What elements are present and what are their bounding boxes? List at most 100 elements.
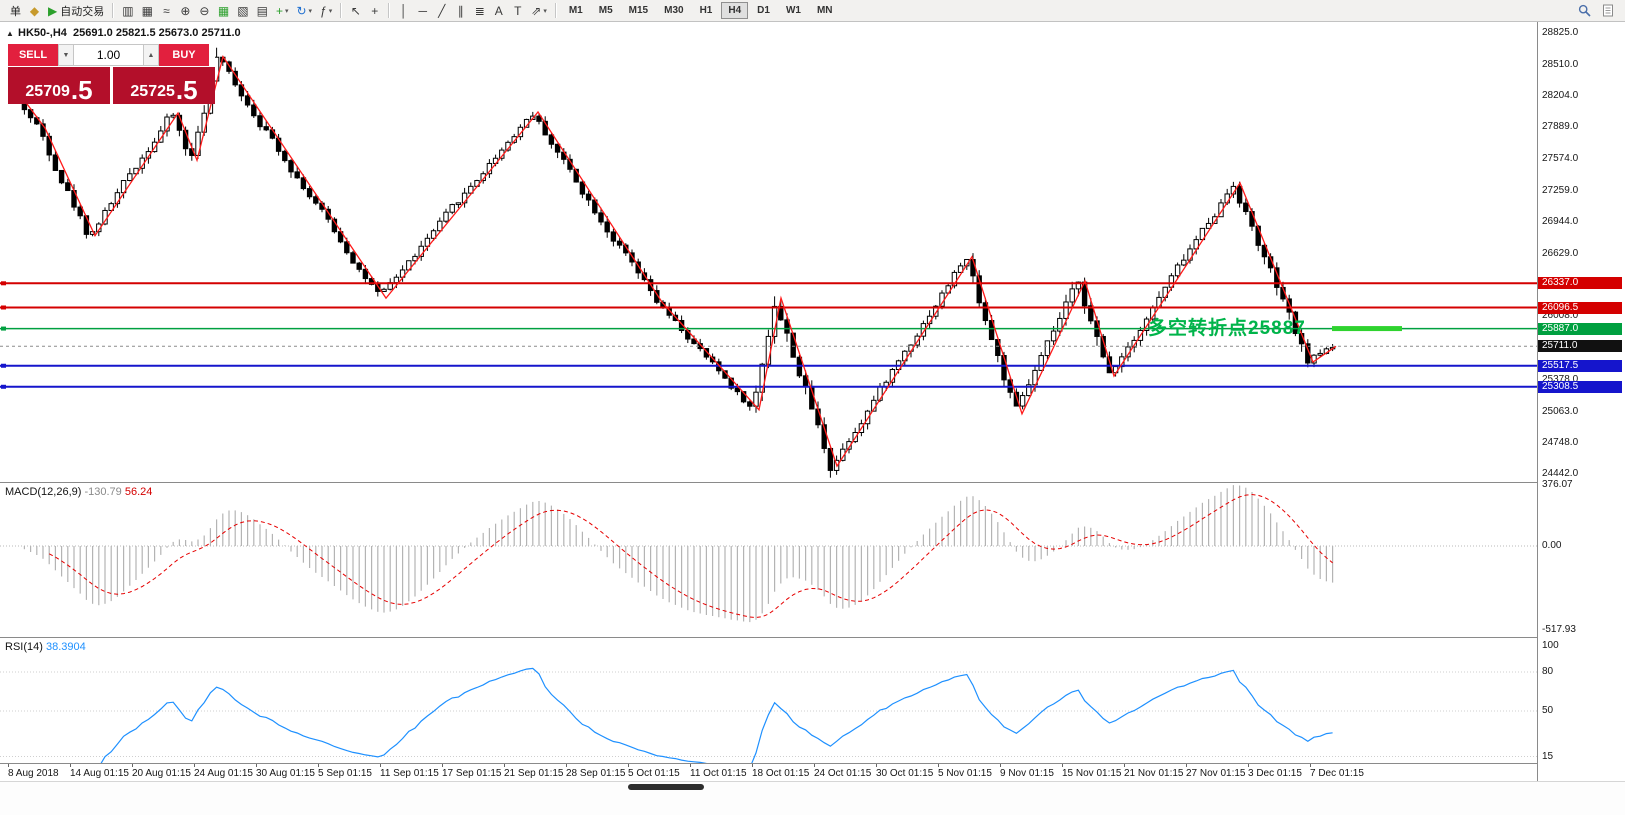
vertical-line-button[interactable]: │ [394, 1, 413, 20]
rsi-axis-label: 15 [1542, 750, 1554, 762]
price-axis: 28825.0 28510.0 28204.0 27889.0 27574.0 27259… [1538, 22, 1625, 781]
price-chart[interactable] [0, 22, 1537, 482]
time-axis-tick [938, 764, 939, 767]
time-axis-tick [318, 764, 319, 767]
search-icon [1578, 4, 1591, 17]
time-axis-label: 5 Nov 01:15 [938, 768, 992, 779]
time-axis-tick [1248, 764, 1249, 767]
price-axis-label: 27259.0 [1542, 184, 1579, 196]
toolbar: 单 ◆ ▶ 自动交易 ▥ ▦ ≈ ⊕ ⊖ ▦ ▧ ▤ + ▾ ↻ ▾ ƒ ▾ ↖ + │ ─ ╱ ∥ ≣ A T ⇗ ▾ M1 M5 M15 M… [0, 0, 1625, 22]
trade-panel-collapse-icon[interactable]: ▲ [6, 29, 14, 38]
time-axis-tick [194, 764, 195, 767]
cascade-windows-button[interactable]: ▧ [233, 1, 252, 20]
lot-size-input[interactable] [74, 44, 143, 66]
cursor-button[interactable]: ↖ [346, 1, 365, 20]
lot-decrease-button[interactable]: ▼ [58, 44, 74, 66]
arrange-windows-icon: ▤ [256, 3, 268, 18]
horizontal-line-button[interactable]: ─ [413, 1, 432, 20]
ohlc-header: HK50-,H4 25691.0 25821.5 25673.0 25711.0 [18, 27, 241, 39]
time-axis-label: 21 Sep 01:15 [504, 768, 564, 779]
time-axis-label: 30 Oct 01:15 [876, 768, 934, 779]
metaquotes-icon[interactable]: ◆ [25, 1, 44, 20]
price-axis-label: 24442.0 [1542, 467, 1579, 479]
zoom-in-button[interactable]: ⊕ [176, 1, 195, 20]
text-button[interactable]: A [489, 1, 508, 20]
time-axis: 8 Aug 2018 14 Aug 01:15 20 Aug 01:15 24 Aug… [0, 764, 1537, 781]
price-axis-label: 26944.0 [1542, 216, 1579, 228]
time-axis-tick [814, 764, 815, 767]
profiles-button[interactable]: ↻ ▾ [292, 1, 316, 20]
one-click-trading-panel: SELL ▼ ▲ BUY 25709.5 25725.5 [8, 44, 215, 104]
price-axis-label: 25063.0 [1542, 405, 1579, 417]
current-price-tag: 25711.0 [1538, 340, 1622, 353]
time-axis-label: 5 Sep 01:15 [318, 768, 372, 779]
sell-price-frac: .5 [70, 75, 93, 106]
zoom-out-button[interactable]: ⊖ [195, 1, 214, 20]
new-window-button[interactable] [1598, 1, 1618, 20]
autotrading-button[interactable]: ▶ 自动交易 [44, 1, 108, 20]
profiles-icon: ↻ [296, 3, 307, 18]
sell-price-display[interactable]: 25709.5 [8, 67, 110, 104]
time-axis-label: 27 Nov 01:15 [1186, 768, 1246, 779]
time-axis-label: 28 Sep 01:15 [566, 768, 626, 779]
time-axis-label: 9 Nov 01:15 [1000, 768, 1054, 779]
arrows-icon: ⇗ [531, 3, 542, 18]
sell-button[interactable]: SELL [8, 44, 58, 66]
bar-chart-button[interactable]: ▥ [118, 1, 137, 20]
panel-separator[interactable] [0, 637, 1625, 638]
time-axis-label: 21 Nov 01:15 [1124, 768, 1184, 779]
metaquotes-icon-icon: ◆ [29, 3, 40, 18]
buy-price-display[interactable]: 25725.5 [113, 67, 215, 104]
document-icon [1603, 4, 1613, 17]
lot-increase-button[interactable]: ▲ [143, 44, 159, 66]
new-order-button[interactable]: 单 [3, 1, 25, 20]
zoom-out-icon: ⊖ [199, 3, 210, 18]
timeframe-h1-button[interactable]: H1 [693, 2, 720, 19]
fibonacci-button[interactable]: ≣ [470, 1, 489, 20]
timeframe-m15-button[interactable]: M15 [622, 2, 655, 19]
indicators-icon: ƒ [320, 3, 327, 18]
rsi-panel-chart[interactable] [0, 638, 1537, 763]
channel-button[interactable]: ∥ [451, 1, 470, 20]
price-axis-border [1537, 22, 1538, 781]
indicators-button[interactable]: ƒ ▾ [316, 1, 336, 20]
macd-indicator-label: MACD(12,26,9) -130.79 56.24 [5, 486, 152, 498]
panel-separator[interactable] [0, 482, 1625, 483]
time-axis-tick [1310, 764, 1311, 767]
price-axis-label: 28510.0 [1542, 58, 1579, 70]
time-axis-tick [504, 764, 505, 767]
macd-value-main: -130.79 [84, 486, 122, 498]
panel-separator[interactable] [0, 763, 1625, 764]
time-axis-label: 24 Aug 01:15 [194, 768, 253, 779]
time-axis-label: 18 Oct 01:15 [752, 768, 810, 779]
timeframe-d1-button[interactable]: D1 [750, 2, 777, 19]
macd-panel-chart[interactable] [0, 483, 1537, 637]
timeframe-m1-button[interactable]: M1 [562, 2, 590, 19]
timeframe-h4-button[interactable]: H4 [721, 2, 749, 19]
time-axis-tick [1062, 764, 1063, 767]
candlestick-chart-button[interactable]: ▦ [138, 1, 157, 20]
new-chart-button[interactable]: + ▾ [272, 1, 293, 20]
arrange-windows-button[interactable]: ▤ [253, 1, 272, 20]
time-axis-tick [380, 764, 381, 767]
label-button[interactable]: T [508, 1, 527, 20]
trade-panel-prices: 25709.5 25725.5 [8, 67, 215, 104]
search-button[interactable] [1574, 1, 1595, 20]
text-icon: A [494, 3, 503, 18]
trendline-button[interactable]: ╱ [432, 1, 451, 20]
line-chart-button[interactable]: ≈ [157, 1, 176, 20]
timeframe-m5-button[interactable]: M5 [592, 2, 620, 19]
scrollbar-thumb[interactable] [628, 784, 704, 790]
price-line-tag: 26096.5 [1538, 301, 1622, 314]
timeframe-m30-button[interactable]: M30 [657, 2, 690, 19]
arrows-button[interactable]: ⇗ ▾ [527, 1, 551, 20]
timeframe-w1-button[interactable]: W1 [779, 2, 808, 19]
buy-button[interactable]: BUY [159, 44, 209, 66]
chevron-down-icon: ▾ [328, 7, 333, 15]
timeframe-mn-button[interactable]: MN [810, 2, 840, 19]
tile-windows-button[interactable]: ▦ [214, 1, 233, 20]
time-axis-tick [752, 764, 753, 767]
crosshair-button[interactable]: + [365, 1, 384, 20]
toolbar-right [1574, 1, 1622, 20]
